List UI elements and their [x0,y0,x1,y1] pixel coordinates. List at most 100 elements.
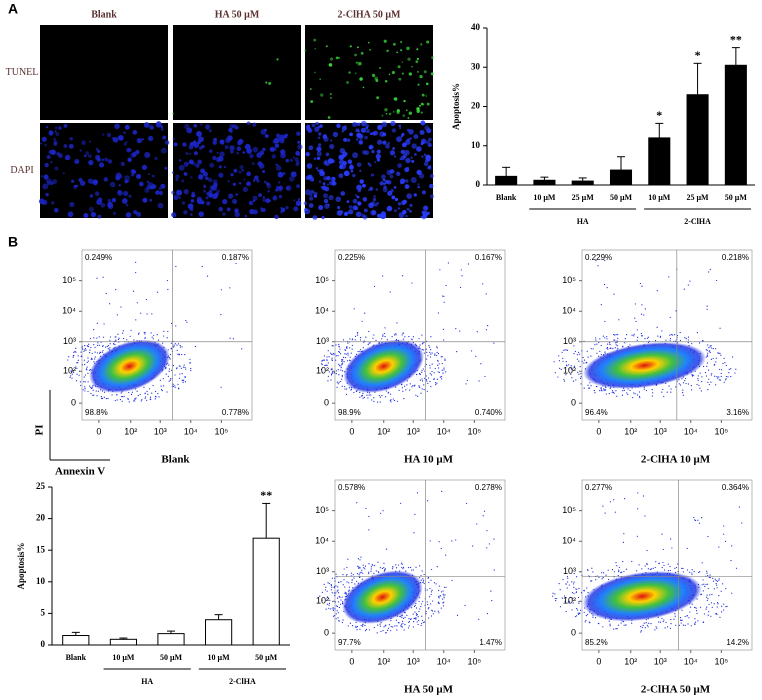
event [402,332,404,335]
event [669,337,672,340]
event [83,381,85,383]
event [716,376,718,378]
nucleus [309,193,313,197]
event [686,547,688,550]
event [570,596,572,598]
event [101,397,104,400]
event [365,336,367,338]
event [685,382,687,385]
bar [205,619,233,646]
event [371,399,373,401]
nucleus [222,199,228,205]
tunel-signal [416,70,419,73]
tunel-signal [313,38,317,42]
nucleus [262,169,266,174]
event [356,625,359,628]
event [647,568,649,570]
event [414,604,416,607]
tunel-signal [426,102,430,106]
event [391,568,394,570]
event [156,291,159,293]
tunel-signal [384,80,388,83]
event [611,390,614,392]
nucleus [370,201,376,207]
flow-plot: 0.249% 0.187%98.8% 0.778%0010²10²10³10³10⁴… [62,249,253,466]
micrographs [39,25,435,220]
event [105,292,107,295]
nucleus [285,186,290,190]
event [440,356,442,358]
tunel-signal [407,117,410,119]
event [328,607,330,609]
event [341,370,344,372]
tunel-signal [420,43,423,46]
tunel-signal [388,112,392,116]
event [658,562,661,564]
event [475,355,477,357]
event [346,581,348,583]
nucleus [360,120,367,127]
event [340,365,342,367]
event [436,354,438,357]
event [93,337,95,339]
quadrant-percent: 0.187% [222,253,249,262]
event [79,381,82,383]
nucleus [346,138,351,142]
event [170,378,172,380]
event [144,333,146,335]
event [567,601,570,603]
nucleus [155,190,160,195]
event [679,331,681,334]
nucleus [102,133,105,136]
nucleus [371,150,375,154]
nucleus [178,159,182,162]
nucleus [303,201,308,206]
event [689,606,692,608]
event [442,602,444,604]
nucleus [315,167,319,170]
event [143,331,145,334]
nucleus [359,169,362,172]
event [149,396,152,398]
event [659,335,662,337]
nucleus [67,211,74,218]
event [472,545,474,547]
nucleus [280,206,283,210]
nucleus [404,167,410,173]
event [713,588,715,590]
bar [724,64,747,186]
event [585,619,587,622]
nucleus [92,179,99,185]
event [701,584,703,586]
event [421,378,423,380]
event [166,279,169,282]
event [638,395,641,398]
nucleus [206,192,210,196]
event [613,334,615,336]
event [681,378,683,380]
event [690,389,693,391]
nucleus [198,136,204,143]
event [118,337,120,339]
quadrant-percent: 96.4% [585,408,608,417]
event [599,350,601,352]
event [482,283,484,285]
event [350,389,352,391]
event [381,338,383,340]
event [84,363,86,366]
event [606,338,608,340]
nucleus [343,137,348,142]
event [220,289,222,291]
event [362,572,364,574]
nucleus [421,155,424,158]
event [421,334,423,336]
nucleus [117,190,121,193]
event [483,510,486,512]
event [376,632,378,634]
event [423,384,425,386]
nucleus [232,182,236,186]
event [645,389,648,392]
tunel-signal [379,66,382,70]
nucleus [158,187,162,190]
event [718,579,720,581]
